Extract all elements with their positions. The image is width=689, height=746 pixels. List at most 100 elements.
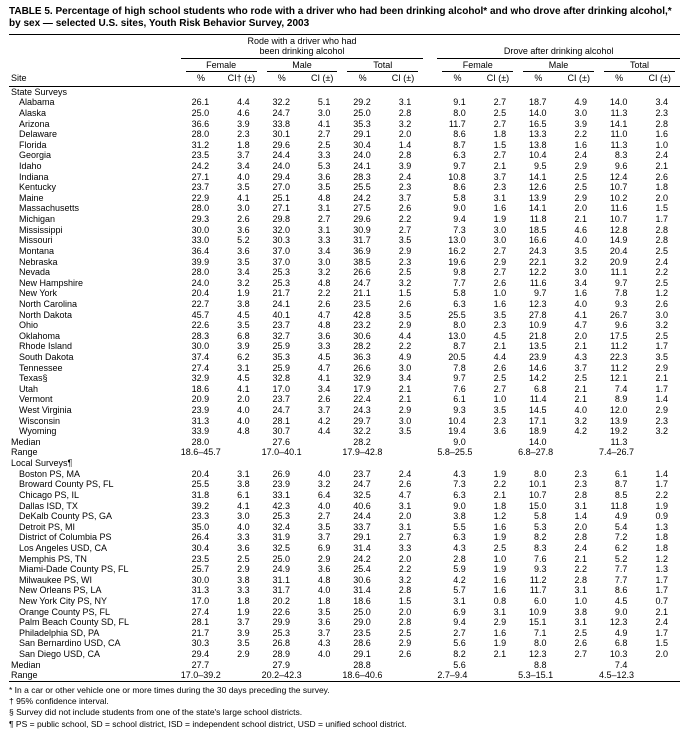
value-cell: 3.8 (237, 298, 250, 309)
data-row: Montana 36.4 3.6 37.0 3.4 36.9 2.9 16.2 2.7 24.3 3… (9, 246, 680, 257)
data-table: Rode with a driver who had been drinking… (9, 34, 680, 682)
value-cell: 21.1 (353, 288, 371, 299)
value-cell: 25.9 (272, 362, 290, 373)
value-cell: 4.6 (237, 107, 250, 118)
value-cell: 7.8 (453, 362, 466, 373)
empty-cell (383, 447, 423, 458)
value-cell: 2.7 (493, 267, 507, 278)
value-cell: 40.1 (272, 309, 290, 320)
site-name: Delaware (19, 129, 58, 140)
value-cell: 3.1 (398, 521, 412, 532)
value-cell: 4.5 (614, 596, 628, 606)
value-cell: 3.4 (237, 267, 250, 278)
value-cell: 2.5 (237, 553, 250, 564)
value-cell: 24.0 (191, 277, 210, 288)
value-cell: 2.3 (237, 129, 250, 140)
value-cell: 2.1 (398, 394, 412, 405)
value-cell: 8.6 (453, 182, 466, 193)
value-cell: 1.7 (655, 627, 668, 638)
measure-header-ci: CI (±) (477, 72, 519, 87)
value-cell: 2.1 (655, 373, 668, 384)
value-cell: 1.4 (655, 394, 668, 405)
site-name: Florida (19, 139, 47, 150)
value-cell: 2.5 (493, 107, 507, 118)
value-cell: 2.7 (453, 627, 466, 638)
value-cell: 3.7 (398, 192, 412, 203)
site-name: Broward County PS, FL (19, 479, 114, 490)
empty-cell (558, 670, 599, 682)
value-cell: 2.2 (655, 489, 668, 500)
value-cell: 3.6 (493, 426, 507, 437)
value-cell: 3.0 (398, 415, 412, 426)
value-cell: 2.9 (655, 362, 668, 373)
value-cell: 23.7 (272, 394, 290, 405)
value-cell: 4.5 (493, 330, 507, 341)
column-gap (423, 384, 437, 395)
value-cell: 13.9 (609, 415, 628, 426)
value-cell: 2.8 (453, 553, 466, 564)
value-cell: 1.8 (317, 596, 331, 606)
value-cell: 3.0 (574, 107, 587, 118)
value-cell: 25.0 (353, 606, 371, 617)
value-cell: 23.2 (353, 320, 371, 331)
value-cell: 2.5 (655, 330, 668, 341)
value-cell: 1.8 (237, 596, 250, 606)
value-cell: 8.3 (614, 150, 628, 161)
column-gap (423, 58, 437, 72)
summary-value: 28.2 (353, 436, 371, 447)
value-cell: 27.5 (353, 203, 371, 214)
value-cell: 6.8 (614, 638, 628, 649)
value-cell: 3.7 (574, 362, 587, 373)
value-cell: 35.0 (191, 521, 210, 532)
data-row: Alabama 26.1 4.4 32.2 5.1 29.2 3.1 9.1 2.7 18.7 4.… (9, 97, 680, 108)
value-cell: 2.5 (398, 627, 412, 638)
value-cell: 8.7 (453, 139, 466, 150)
value-cell: 6.1 (614, 468, 628, 479)
sex-header-label: Female (185, 60, 257, 73)
blank-cell (9, 58, 181, 72)
value-cell: 24.4 (272, 150, 290, 161)
value-cell: 3.8 (237, 574, 250, 585)
value-cell: 1.4 (574, 511, 587, 522)
value-cell: 2.0 (398, 129, 412, 140)
summary-value: 2.7–9.4 (437, 670, 478, 682)
value-cell: 2.4 (655, 256, 668, 267)
value-cell: 5.1 (317, 97, 331, 108)
value-cell: 2.6 (398, 479, 412, 490)
value-cell: 12.4 (609, 171, 628, 182)
summary-value: 8.8 (534, 659, 547, 670)
value-cell: 4.1 (317, 118, 331, 129)
value-cell: 28.0 (191, 267, 210, 278)
value-cell: 9.0 (614, 606, 628, 617)
value-cell: 2.9 (398, 245, 412, 256)
blank-cell (9, 34, 181, 59)
column-gap (423, 437, 437, 448)
data-row: District of Columbia PS 26.4 3.3 31.9 3.7 29.… (9, 532, 680, 543)
value-cell: 27.4 (191, 362, 210, 373)
value-cell: 11.6 (529, 277, 547, 288)
value-cell: 24.7 (353, 277, 371, 288)
value-cell: 30.9 (353, 224, 371, 235)
value-cell: 1.6 (493, 298, 507, 309)
site-name: San Bernardino USD, CA (19, 638, 121, 649)
value-cell: 3.6 (317, 564, 331, 575)
value-cell: 23.7 (272, 320, 290, 331)
value-cell: 4.7 (398, 489, 412, 500)
value-cell: 6.2 (237, 351, 250, 362)
value-cell: 24.1 (272, 298, 290, 309)
value-cell: 4.4 (493, 351, 507, 362)
data-row: Nebraska 39.9 3.5 37.0 3.0 38.5 2.3 19.6 2.9 22.1… (9, 257, 680, 268)
value-cell: 2.0 (655, 649, 668, 660)
value-cell: 30.0 (191, 574, 210, 585)
summary-value: 17.9–42.8 (342, 447, 383, 458)
site-name: Utah (19, 383, 39, 394)
value-cell: 28.6 (353, 638, 371, 649)
value-cell: 4.7 (317, 362, 331, 373)
value-cell: 1.7 (655, 585, 668, 596)
value-cell: 2.5 (574, 627, 587, 638)
value-cell: 2.4 (655, 617, 668, 628)
value-cell: 36.3 (353, 351, 371, 362)
value-cell: 1.6 (655, 129, 668, 140)
value-cell: 3.8 (453, 511, 466, 522)
column-gap (423, 288, 437, 299)
